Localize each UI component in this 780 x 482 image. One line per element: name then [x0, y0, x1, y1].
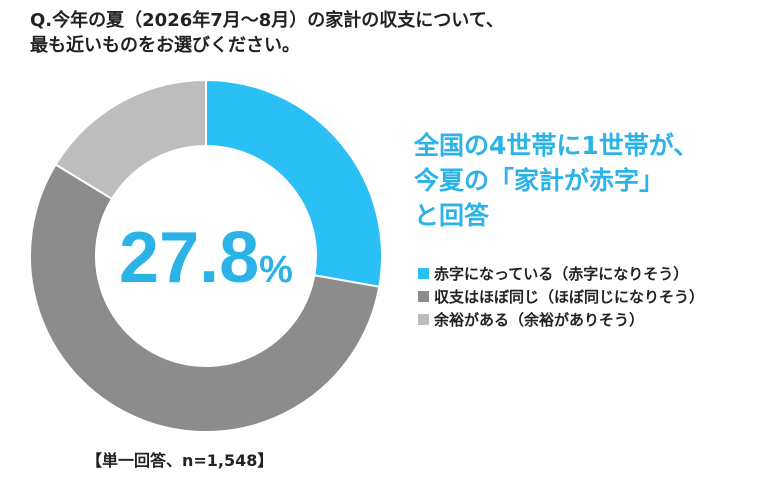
legend-swatch-deficit — [418, 268, 429, 279]
headline-line-2: 今夏の「家計が赤字」 — [414, 166, 665, 195]
center-value-number: 27.8 — [119, 218, 260, 298]
slice-deficit — [205, 78, 383, 288]
legend-item-balanced: 収支はほぼ同じ（ほぼ同じになりそう） — [418, 285, 778, 308]
legend-item-surplus: 余裕がある（余裕がありそう） — [418, 308, 778, 331]
legend: 赤字になっている（赤字になりそう） 収支はほぼ同じ（ほぼ同じになりそう） 余裕が… — [418, 262, 778, 331]
legend-label-balanced: 収支はほぼ同じ（ほぼ同じになりそう） — [434, 288, 705, 306]
headline-line-3: と回答 — [414, 201, 490, 230]
legend-label-surplus: 余裕がある（余裕がありそう） — [434, 311, 645, 329]
question-line-1: Q.今年の夏（2026年7月～8月）の家計の収支について、 — [30, 10, 504, 31]
center-value-unit: % — [259, 249, 293, 291]
legend-item-deficit: 赤字になっている（赤字になりそう） — [418, 262, 778, 285]
legend-swatch-surplus — [418, 314, 429, 325]
slice-surplus — [54, 78, 207, 201]
slice-balanced — [29, 163, 381, 433]
headline-line-1: 全国の4世帯に1世帯が、 — [414, 131, 699, 160]
center-value: 27.8% — [106, 218, 306, 310]
question-text: Q.今年の夏（2026年7月～8月）の家計の収支について、 最も近いものをお選び… — [30, 8, 750, 58]
legend-swatch-balanced — [418, 291, 429, 302]
footnote: 【単一回答、n=1,548】 — [86, 451, 274, 470]
legend-label-deficit: 赤字になっている（赤字になりそう） — [434, 265, 689, 283]
headline: 全国の4世帯に1世帯が、 今夏の「家計が赤字」 と回答 — [414, 128, 764, 233]
question-line-2: 最も近いものをお選びください。 — [30, 35, 300, 56]
